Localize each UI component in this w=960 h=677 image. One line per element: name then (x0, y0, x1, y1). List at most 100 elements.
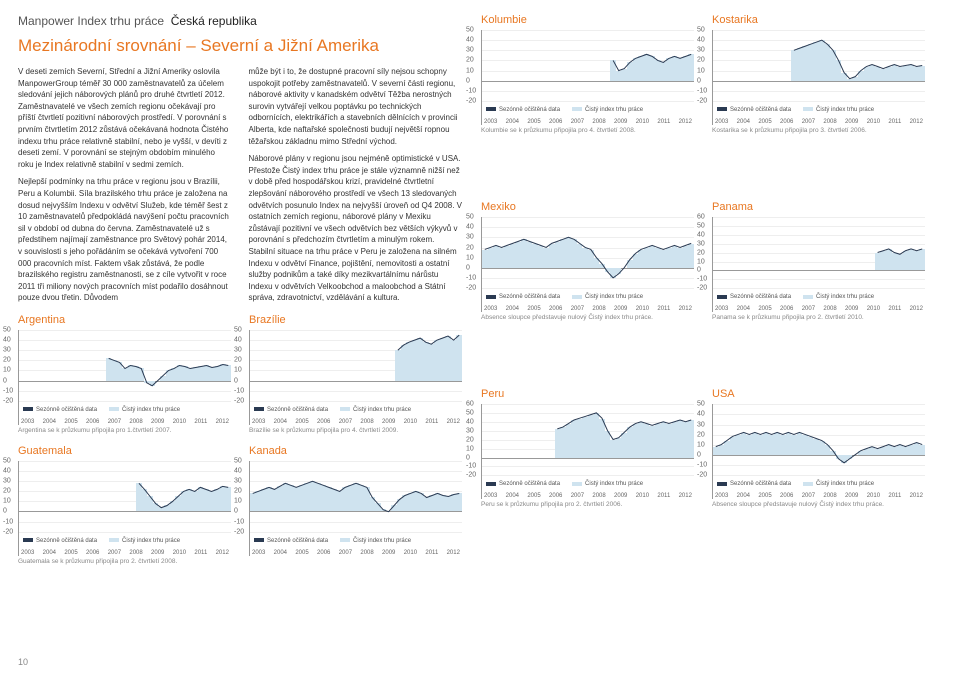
x-ticks: 2003200420052006200720082009201020112012 (250, 419, 462, 425)
chart-footnote: Kostarika se k průzkumu připojila pro 3.… (712, 127, 925, 135)
paragraph: Nejlepší podmínky na trhu práce v region… (18, 176, 233, 304)
x-ticks: 2003200420052006200720082009201020112012 (482, 493, 694, 499)
chart-panama: Panama-20-100102030405060Sezónně očištěn… (712, 201, 925, 378)
x-ticks: 2003200420052006200720082009201020112012 (713, 493, 925, 499)
y-tick: 10 (234, 367, 242, 374)
y-tick: 0 (697, 77, 701, 84)
y-tick: 20 (234, 488, 242, 495)
y-tick: 50 (234, 457, 242, 464)
chart-footnote: Kolumbie se k průzkumu připojila pro 4. … (481, 127, 694, 135)
x-ticks: 2003200420052006200720082009201020112012 (19, 550, 231, 556)
bar (919, 404, 925, 475)
chart-area: -20-1001020304050Sezónně očištěná dataČi… (481, 217, 694, 312)
x-ticks: 2003200420052006200720082009201020112012 (250, 550, 462, 556)
chart-area: -20-1001020304050Sezónně očištěná dataČi… (712, 404, 925, 499)
bars (713, 217, 925, 288)
bar (688, 30, 694, 101)
chart-title: Brazílie (249, 314, 462, 326)
y-tick: 20 (466, 57, 474, 64)
y-tick: 0 (234, 508, 238, 515)
chart-peru: Peru-20-100102030405060Sezónně očištěná … (481, 388, 694, 565)
y-tick: 0 (466, 454, 470, 461)
y-tick: 50 (234, 326, 242, 333)
chart-kanada: Kanada -20-1001020304050Sezónně očištěná … (249, 445, 462, 566)
page-number: 10 (18, 657, 28, 667)
bar (457, 461, 462, 532)
chart-area: -20-1001020304050Sezónně očištěná dataČi… (18, 461, 231, 556)
chart-mexiko: Mexiko -20-1001020304050Sezónně očištěná … (481, 201, 694, 378)
y-tick: -20 (466, 98, 476, 105)
chart-legend: Sezónně očištěná dataČistý index trhu pr… (717, 107, 874, 113)
bars (482, 404, 694, 475)
bar (456, 330, 462, 401)
y-tick: 10 (3, 498, 11, 505)
chart-footnote: Brazílie se k průzkumu připojila pro 4. … (249, 427, 462, 435)
y-tick: -20 (697, 472, 707, 479)
chart-legend: Sezónně očištěná dataČistý index trhu pr… (486, 294, 643, 300)
y-tick: -20 (234, 397, 244, 404)
y-tick: -10 (697, 87, 707, 94)
y-tick: 40 (234, 337, 242, 344)
y-tick: 0 (466, 77, 470, 84)
bars (19, 330, 231, 401)
chart-footnote: Peru se k průzkumu připojila pro 2. čtvr… (481, 501, 694, 509)
y-tick: 30 (234, 347, 242, 354)
breadcrumb-section: Manpower Index trhu práce (18, 14, 164, 28)
bars (19, 461, 231, 532)
chart-area: -20-1001020304050Sezónně očištěná dataČi… (249, 330, 462, 425)
paragraph: může být i to, že dostupné pracovní síly… (249, 66, 464, 147)
y-tick: 30 (3, 477, 11, 484)
chart-area: -20-1001020304050Sezónně očištěná dataČi… (481, 30, 694, 125)
bars (713, 404, 925, 475)
chart-title: Mexiko (481, 201, 694, 213)
chart-footnote: Absence sloupce představuje nulový Čistý… (712, 501, 925, 509)
bars (482, 217, 694, 288)
y-tick: -20 (697, 285, 707, 292)
bar (919, 30, 925, 101)
chart-footnote: Argentina se k průzkumu připojila pro 1.… (18, 427, 231, 435)
y-tick: -10 (466, 87, 476, 94)
y-tick: 40 (466, 224, 474, 231)
chart-legend: Sezónně očištěná dataČistý index trhu pr… (23, 538, 180, 544)
y-tick: -10 (234, 518, 244, 525)
y-tick: 20 (3, 488, 11, 495)
y-tick: 0 (234, 377, 238, 384)
chart-legend: Sezónně očištěná dataČistý index trhu pr… (717, 481, 874, 487)
paragraph: Náborové plány v regionu jsou nejméně op… (249, 153, 464, 304)
y-tick: -20 (3, 528, 13, 535)
chart-argentina: Argentina-20-1001020304050Sezónně očiště… (18, 314, 231, 435)
y-tick: 20 (466, 436, 474, 443)
chart-title: Kolumbie (481, 14, 694, 26)
bars (250, 330, 462, 401)
x-ticks: 2003200420052006200720082009201020112012 (19, 419, 231, 425)
chart-usa: USA-20-1001020304050Sezónně očištěná dat… (712, 388, 925, 565)
y-tick: 30 (466, 234, 474, 241)
chart-area: -20-1001020304050Sezónně očištěná dataČi… (249, 461, 462, 556)
chart-kostarika: Kostarika-20-1001020304050Sezónně očiště… (712, 14, 925, 191)
y-tick: 60 (697, 214, 705, 221)
y-tick: 50 (697, 223, 705, 230)
bars (482, 30, 694, 101)
chart-title: Panama (712, 201, 925, 213)
y-tick: 20 (466, 244, 474, 251)
y-tick: 40 (3, 467, 11, 474)
chart-legend: Sezónně očištěná dataČistý index trhu pr… (254, 407, 411, 413)
chart-title: Kanada (249, 445, 462, 457)
page-title: Mezinárodní srovnání – Severní a Jižní A… (18, 36, 463, 56)
bars (250, 461, 462, 532)
y-tick: 10 (466, 445, 474, 452)
y-tick: 40 (3, 337, 11, 344)
bars (713, 30, 925, 101)
chart-legend: Sezónně očištěná dataČistý index trhu pr… (486, 107, 643, 113)
bar (226, 330, 231, 401)
paragraph: V deseti zemích Severní, Střední a Jižní… (18, 66, 233, 170)
y-tick: 40 (697, 37, 705, 44)
y-tick: 10 (697, 441, 705, 448)
bar (225, 461, 231, 532)
y-tick: -10 (234, 387, 244, 394)
chart-legend: Sezónně očištěná dataČistý index trhu pr… (717, 294, 874, 300)
y-tick: 40 (697, 231, 705, 238)
y-tick: 50 (466, 27, 474, 34)
bar (688, 404, 694, 475)
y-tick: 20 (697, 57, 705, 64)
